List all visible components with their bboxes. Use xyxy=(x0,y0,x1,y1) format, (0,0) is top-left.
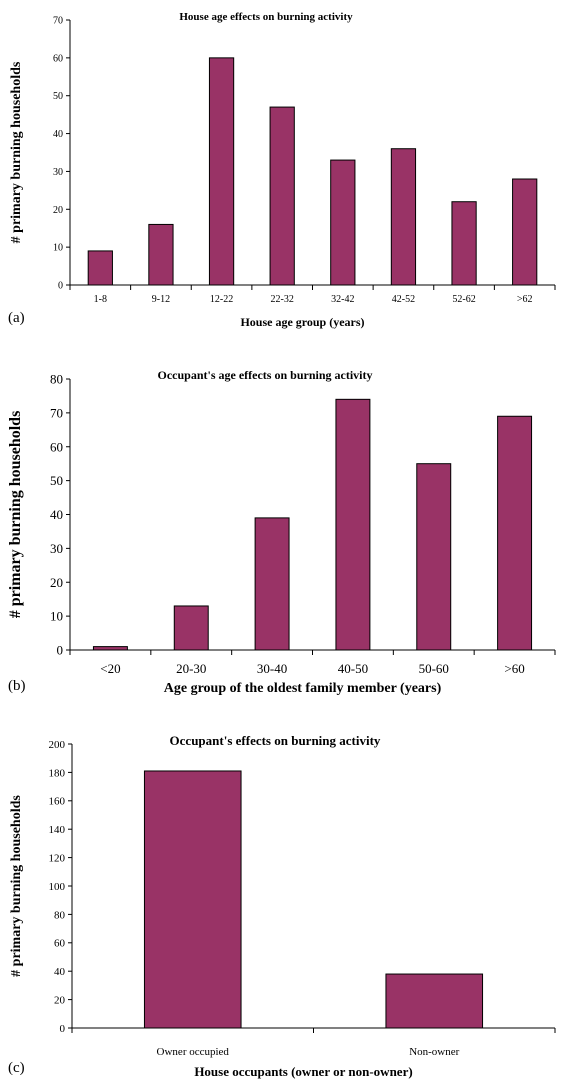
y-tick-label: 0 xyxy=(58,281,63,292)
y-axis-label: # primary burning households xyxy=(7,411,24,619)
bar-22-32 xyxy=(269,106,295,286)
y-tick-label: 0 xyxy=(60,1023,66,1035)
y-tick-label: 70 xyxy=(50,405,63,420)
y-tick-label: 60 xyxy=(50,439,63,454)
x-tick-label: Owner occupied xyxy=(157,1046,230,1058)
x-tick-label: 52-62 xyxy=(452,294,475,305)
y-axis-label: # primary burning households xyxy=(9,795,24,977)
y-tick-label: 50 xyxy=(50,473,63,488)
bar-20-30 xyxy=(173,605,209,651)
chart-panel-2: 0 20 40 60 80 100 120 140 160 180 200 Owner occupie… xyxy=(8,733,556,1079)
y-tick-label: 30 xyxy=(50,541,63,556)
y-tick-label: 10 xyxy=(50,609,63,624)
x-tick-label: 30-40 xyxy=(257,661,287,676)
bar--62 xyxy=(512,178,538,286)
chart-title: House age effects on burning activity xyxy=(179,11,353,23)
bar-32-42 xyxy=(330,159,356,286)
bar-owner-occupied xyxy=(143,770,242,1029)
x-tick-label: 50-60 xyxy=(419,661,449,676)
y-tick-label: 40 xyxy=(53,129,63,140)
y-tick-label: 80 xyxy=(50,372,63,387)
y-tick-label: 20 xyxy=(54,994,66,1006)
y-tick-label: 40 xyxy=(50,507,63,522)
y-tick-label: 40 xyxy=(54,966,66,978)
x-tick-label: 12-22 xyxy=(210,294,233,305)
y-tick-label: 60 xyxy=(53,53,63,64)
y-tick-label: 140 xyxy=(49,824,66,836)
x-tick-label: Non-owner xyxy=(409,1046,459,1058)
y-tick-label: 160 xyxy=(49,796,66,808)
y-tick-label: 50 xyxy=(53,91,63,102)
x-axis-label: House occupants (owner or non-owner) xyxy=(194,1064,412,1079)
x-axis-label: House age group (years) xyxy=(240,315,364,329)
x-tick-label: 9-12 xyxy=(152,294,170,305)
bar-52-62 xyxy=(451,201,477,286)
panel-label: (a) xyxy=(8,310,25,326)
y-tick-label: 100 xyxy=(49,881,66,893)
bar--60 xyxy=(497,415,533,651)
x-tick-label: <20 xyxy=(100,661,120,676)
x-tick-label: >60 xyxy=(504,661,524,676)
x-tick-label: 32-42 xyxy=(331,294,354,305)
x-axis-label: Age group of the oldest family member (y… xyxy=(164,681,442,696)
x-tick-label: 42-52 xyxy=(392,294,415,305)
x-tick-label: >62 xyxy=(517,294,533,305)
bar-1-8 xyxy=(87,250,113,286)
y-tick-label: 20 xyxy=(50,575,63,590)
panel-label: (b) xyxy=(8,678,26,694)
chart-panel-1: 0 10 20 30 40 50 60 70 80 <20 20-30 30-40 40-50 50-60… xyxy=(7,368,556,696)
y-axis-label: # primary burning households xyxy=(9,61,24,243)
bar-30-40 xyxy=(254,517,290,651)
y-tick-label: 120 xyxy=(49,852,66,864)
y-tick-label: 180 xyxy=(49,767,66,779)
x-tick-label: 1-8 xyxy=(94,294,107,305)
y-tick-label: 30 xyxy=(53,167,63,178)
y-tick-label: 60 xyxy=(54,938,66,950)
x-tick-label: 20-30 xyxy=(176,661,206,676)
bar-9-12 xyxy=(148,223,174,286)
bar-42-52 xyxy=(390,148,417,286)
x-tick-label: 22-32 xyxy=(271,294,294,305)
bar-12-22 xyxy=(208,57,235,286)
bar-non-owner xyxy=(385,973,484,1029)
y-tick-label: 70 xyxy=(53,16,63,27)
chart-title: Occupant's effects on burning activity xyxy=(170,733,381,748)
y-tick-label: 10 xyxy=(53,243,63,254)
y-tick-label: 20 xyxy=(53,205,63,216)
chart-title: Occupant's age effects on burning activi… xyxy=(158,368,373,382)
y-tick-label: 0 xyxy=(57,643,64,658)
bar-40-50 xyxy=(335,398,371,651)
bar--20 xyxy=(92,646,128,651)
chart-panel-0: 0 10 20 30 40 50 60 70 1-8 9-12 12-22 22-32 32-42 42-… xyxy=(8,11,556,329)
y-tick-label: 200 xyxy=(49,739,66,751)
x-tick-label: 40-50 xyxy=(338,661,368,676)
bar-50-60 xyxy=(416,463,452,651)
y-tick-label: 80 xyxy=(54,909,66,921)
panel-label: (c) xyxy=(8,1060,25,1076)
